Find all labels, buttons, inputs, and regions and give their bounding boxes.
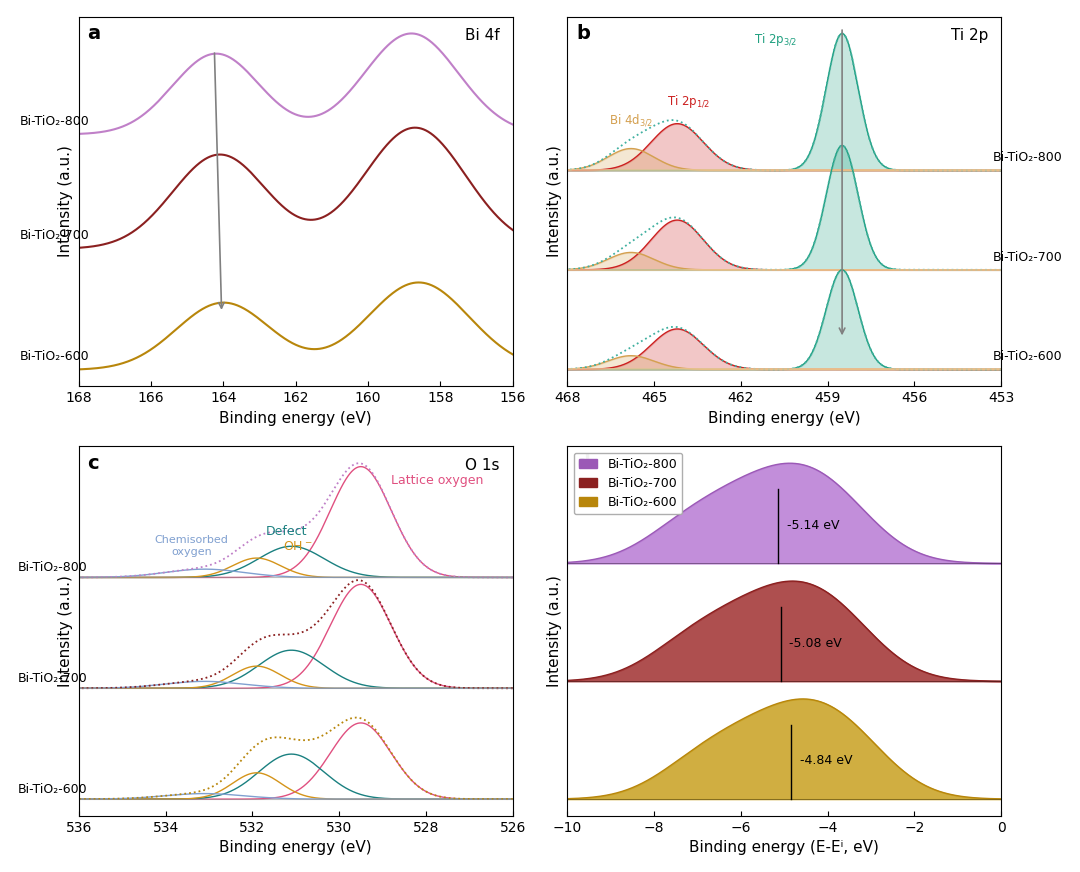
Text: Ti 2p$_{1/2}$: Ti 2p$_{1/2}$: [667, 93, 711, 110]
Text: O 1s: O 1s: [465, 458, 500, 473]
Y-axis label: Intensity (a.u.): Intensity (a.u.): [58, 576, 73, 687]
X-axis label: Binding energy (E-Eⁱ, eV): Binding energy (E-Eⁱ, eV): [689, 841, 879, 855]
Y-axis label: Intensity (a.u.): Intensity (a.u.): [58, 146, 73, 257]
Text: Bi-TiO₂-800: Bi-TiO₂-800: [19, 115, 90, 127]
Text: Bi 4f: Bi 4f: [465, 28, 500, 43]
Text: Ti 2p: Ti 2p: [950, 28, 988, 43]
Text: Bi-TiO₂-600: Bi-TiO₂-600: [993, 351, 1062, 363]
Y-axis label: Intensity (a.u.): Intensity (a.u.): [546, 576, 562, 687]
Text: Ti 2p$_{3/2}$: Ti 2p$_{3/2}$: [754, 31, 797, 48]
Text: Chemisorbed
oxygen: Chemisorbed oxygen: [154, 535, 229, 556]
Text: -5.08 eV: -5.08 eV: [789, 637, 842, 650]
Text: Bi 4d$_{3/2}$: Bi 4d$_{3/2}$: [609, 112, 653, 128]
Text: Bi-TiO₂-800: Bi-TiO₂-800: [993, 151, 1063, 164]
Text: a: a: [87, 24, 100, 43]
Text: Bi-TiO₂-600: Bi-TiO₂-600: [21, 351, 90, 364]
X-axis label: Binding energy (eV): Binding energy (eV): [708, 411, 861, 426]
Text: Lattice oxygen: Lattice oxygen: [391, 474, 484, 487]
Text: -4.84 eV: -4.84 eV: [800, 754, 852, 767]
Text: Defect: Defect: [266, 524, 307, 537]
Text: Bi-TiO₂-700: Bi-TiO₂-700: [19, 229, 90, 242]
Text: b: b: [576, 24, 590, 43]
X-axis label: Binding energy (eV): Binding energy (eV): [219, 411, 372, 426]
Text: Bi-TiO₂-600: Bi-TiO₂-600: [18, 783, 87, 795]
Y-axis label: Intensity (a.u.): Intensity (a.u.): [546, 146, 562, 257]
Text: c: c: [87, 453, 99, 473]
Text: OH$^-$: OH$^-$: [283, 540, 312, 553]
Text: Bi-TiO₂-800: Bi-TiO₂-800: [17, 561, 87, 574]
Legend: Bi-TiO₂-800, Bi-TiO₂-700, Bi-TiO₂-600: Bi-TiO₂-800, Bi-TiO₂-700, Bi-TiO₂-600: [573, 453, 683, 514]
X-axis label: Binding energy (eV): Binding energy (eV): [219, 841, 372, 855]
Text: d: d: [576, 453, 590, 473]
Text: -5.14 eV: -5.14 eV: [787, 519, 839, 532]
Text: Bi-TiO₂-700: Bi-TiO₂-700: [17, 671, 87, 685]
Text: Bi-TiO₂-700: Bi-TiO₂-700: [993, 250, 1063, 263]
